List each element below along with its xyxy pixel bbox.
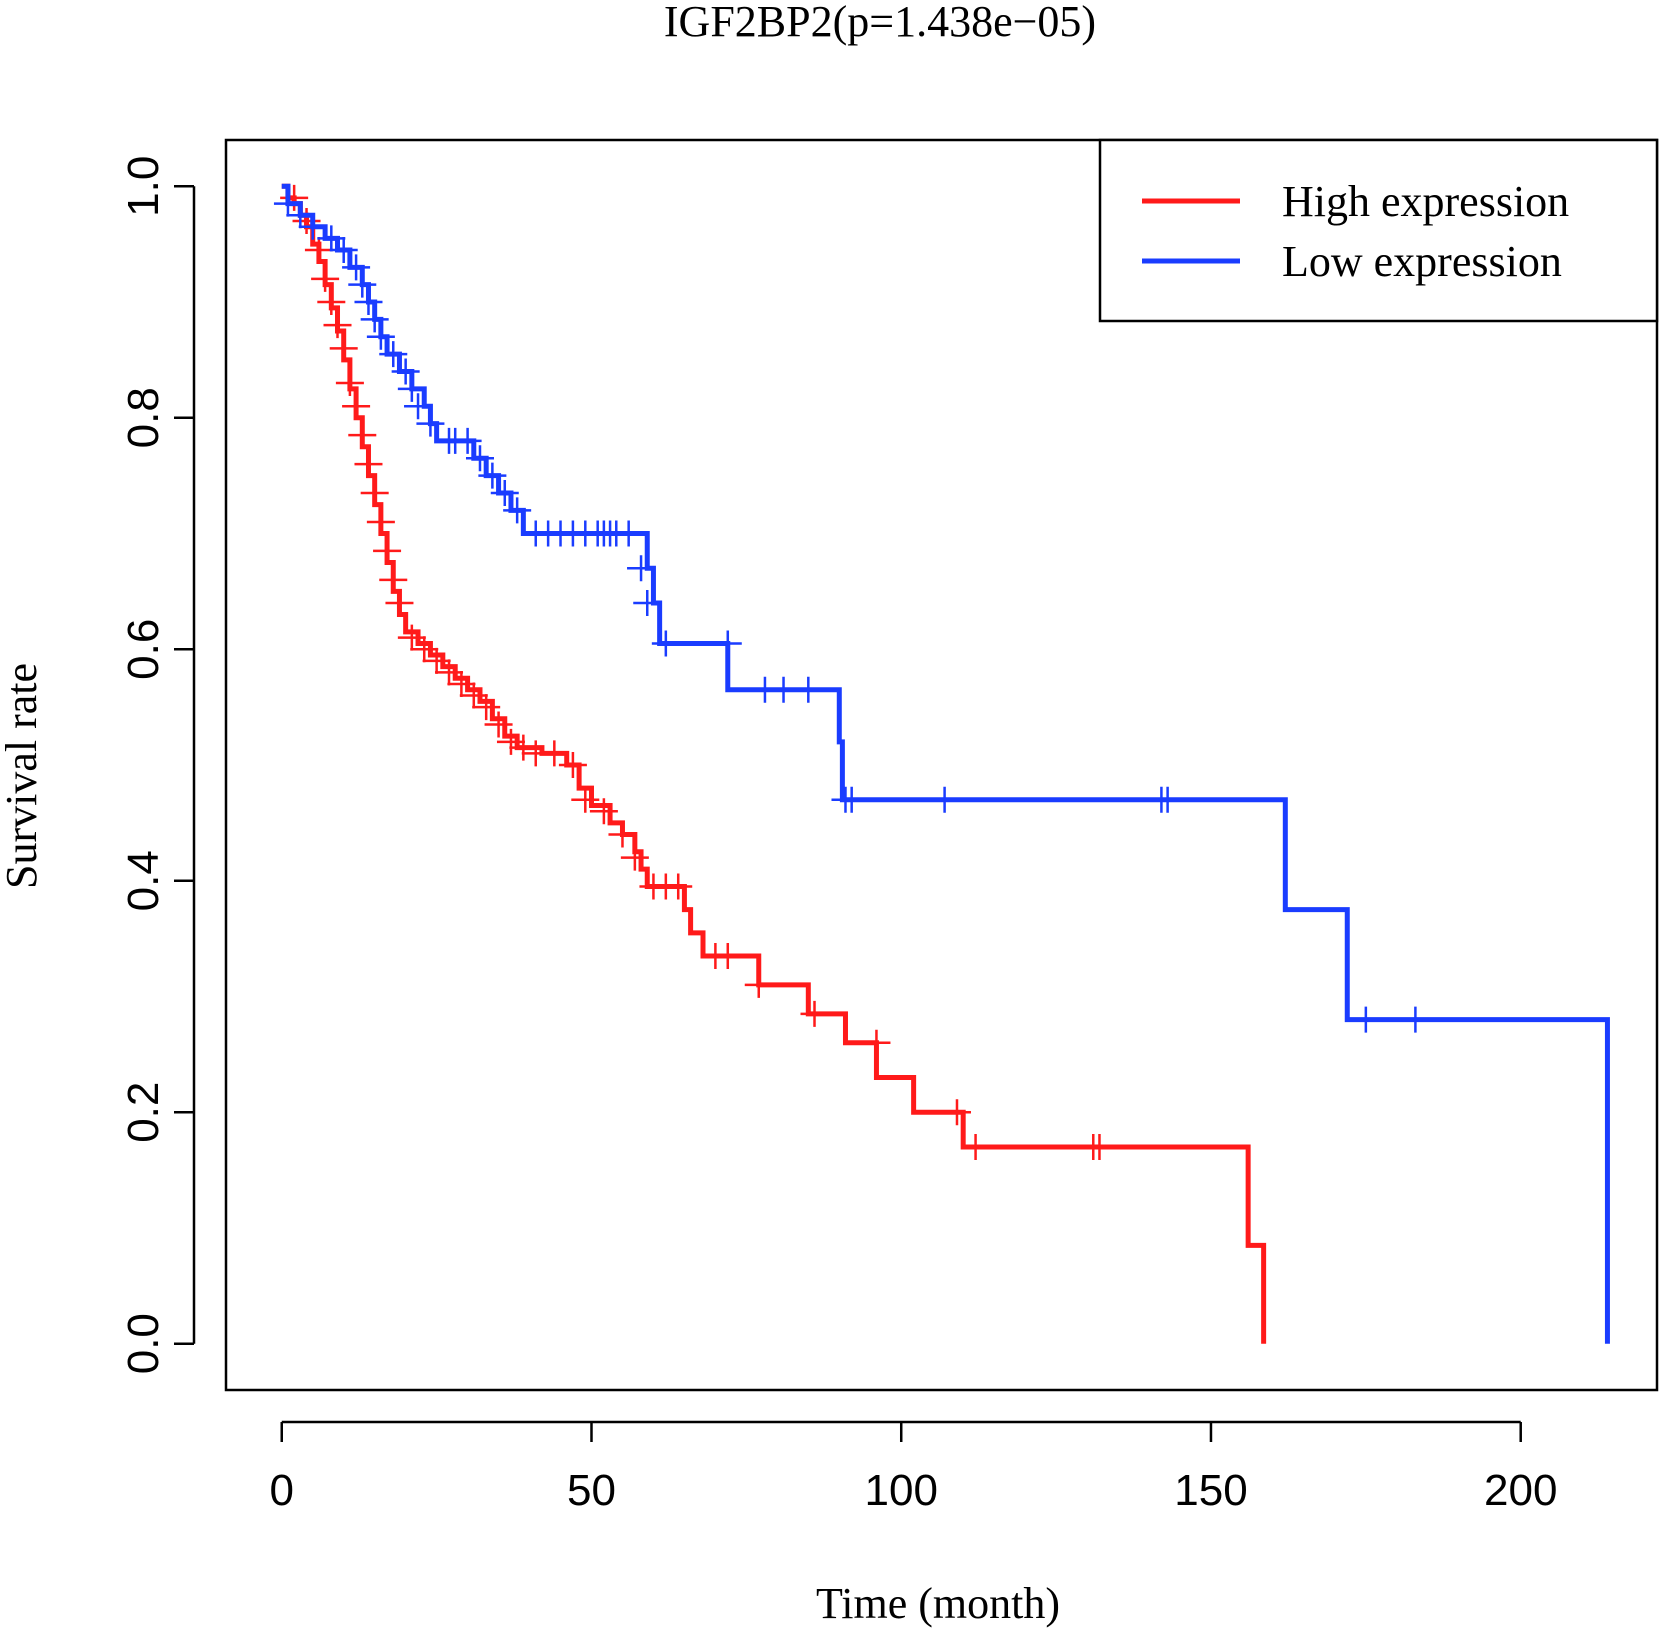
plot-area-border <box>224 138 1659 1392</box>
y-axis-label: Survival rate <box>0 663 46 889</box>
censor-mark <box>379 566 408 593</box>
x-tick-label: 100 <box>865 1466 938 1515</box>
censor-mark <box>354 289 383 316</box>
censor-mark <box>651 630 680 657</box>
censor-mark <box>1351 1006 1380 1033</box>
censor-mark <box>385 589 414 616</box>
series-low <box>273 183 1610 1344</box>
censor-mark <box>620 844 649 871</box>
censor-mark <box>472 694 501 721</box>
censor-mark <box>930 786 959 813</box>
censor-mark <box>404 393 433 420</box>
y-tick-label: 0.4 <box>119 850 168 911</box>
censor-mark <box>589 798 618 825</box>
censor-mark <box>664 873 693 900</box>
censor-mark <box>484 711 513 738</box>
censor-mark <box>453 427 482 454</box>
censor-mark <box>794 676 823 703</box>
censor-mark <box>366 508 395 535</box>
censor-mark <box>323 312 352 339</box>
censor-mark <box>416 410 445 437</box>
censor-mark <box>360 480 389 507</box>
censor-mark <box>360 306 389 333</box>
censor-mark <box>769 676 798 703</box>
legend-label-low: Low expression <box>1282 237 1562 286</box>
x-tick-label: 0 <box>270 1466 294 1515</box>
y-tick-label: 0.8 <box>119 387 168 448</box>
censor-mark <box>286 202 315 229</box>
censor-mark <box>1085 1133 1114 1160</box>
censor-mark <box>713 942 742 969</box>
censor-mark <box>422 647 451 674</box>
y-tick-label: 0.0 <box>119 1313 168 1374</box>
censor-mark <box>1401 1006 1430 1033</box>
censor-mark <box>273 190 302 217</box>
censor-mark <box>1153 786 1182 813</box>
y-tick-label: 1.0 <box>119 156 168 217</box>
censor-mark <box>503 497 532 524</box>
censor-mark <box>348 271 377 298</box>
censor-mark <box>329 335 358 362</box>
censor-mark <box>298 213 327 240</box>
censor-mark <box>558 752 587 778</box>
censor-mark <box>373 537 402 564</box>
censor-mark <box>509 734 538 761</box>
censor-mark <box>329 236 358 263</box>
censor-mark <box>478 462 507 489</box>
censor-mark <box>379 341 408 368</box>
censor-mark <box>459 682 488 709</box>
censor-mark <box>540 740 569 767</box>
censor-mark <box>447 670 476 697</box>
censor-mark <box>961 1133 990 1160</box>
x-axis: 0 50 100 150 200 <box>270 1420 1557 1515</box>
censor-mark <box>465 445 494 472</box>
censor-mark <box>397 624 426 651</box>
censor-mark <box>391 358 420 385</box>
censor-mark <box>348 422 377 449</box>
censor-mark <box>435 659 464 686</box>
y-tick-label: 0.2 <box>119 1082 168 1143</box>
censor-mark <box>342 393 371 420</box>
x-tick-label: 150 <box>1174 1466 1247 1515</box>
censor-mark <box>837 786 866 813</box>
censor-mark <box>280 184 309 211</box>
survival-curve <box>281 183 1267 1344</box>
censor-mark <box>496 728 525 755</box>
x-axis-label: Time (month) <box>816 1579 1060 1628</box>
censor-mark <box>614 520 643 547</box>
censor-mark <box>335 370 364 397</box>
x-tick-label: 200 <box>1484 1466 1557 1515</box>
legend-box <box>1098 138 1659 323</box>
y-axis: 0.0 0.2 0.4 0.6 0.8 1.0 <box>119 156 196 1374</box>
y-tick-label: 0.6 <box>119 619 168 680</box>
censor-mark <box>317 225 346 252</box>
censor-mark <box>366 323 395 350</box>
legend-label-high: High expression <box>1282 177 1569 226</box>
x-tick-label: 50 <box>567 1466 616 1515</box>
censor-mark <box>633 589 662 616</box>
censor-mark <box>942 1099 971 1126</box>
censor-mark <box>744 971 773 998</box>
chart-title: IGF2BP2(p=1.438e−05) <box>664 0 1096 46</box>
censor-mark <box>627 555 656 582</box>
censor-mark <box>862 1029 891 1056</box>
censor-mark <box>342 254 371 281</box>
series-layer <box>273 183 1610 1344</box>
censor-mark <box>304 236 333 263</box>
legend: High expression Low expression <box>1098 138 1659 323</box>
censor-mark <box>354 451 383 478</box>
censor-mark <box>311 265 340 292</box>
survival-curve <box>281 183 1610 1344</box>
censor-mark <box>410 636 439 663</box>
censor-mark <box>490 480 519 507</box>
censor-mark <box>713 630 742 657</box>
censor-mark <box>571 786 600 813</box>
censor-mark <box>608 821 637 848</box>
series-high <box>280 183 1267 1344</box>
censor-mark <box>397 375 426 402</box>
censor-mark <box>292 208 321 235</box>
censor-mark <box>317 289 346 316</box>
censor-mark <box>800 1000 829 1027</box>
